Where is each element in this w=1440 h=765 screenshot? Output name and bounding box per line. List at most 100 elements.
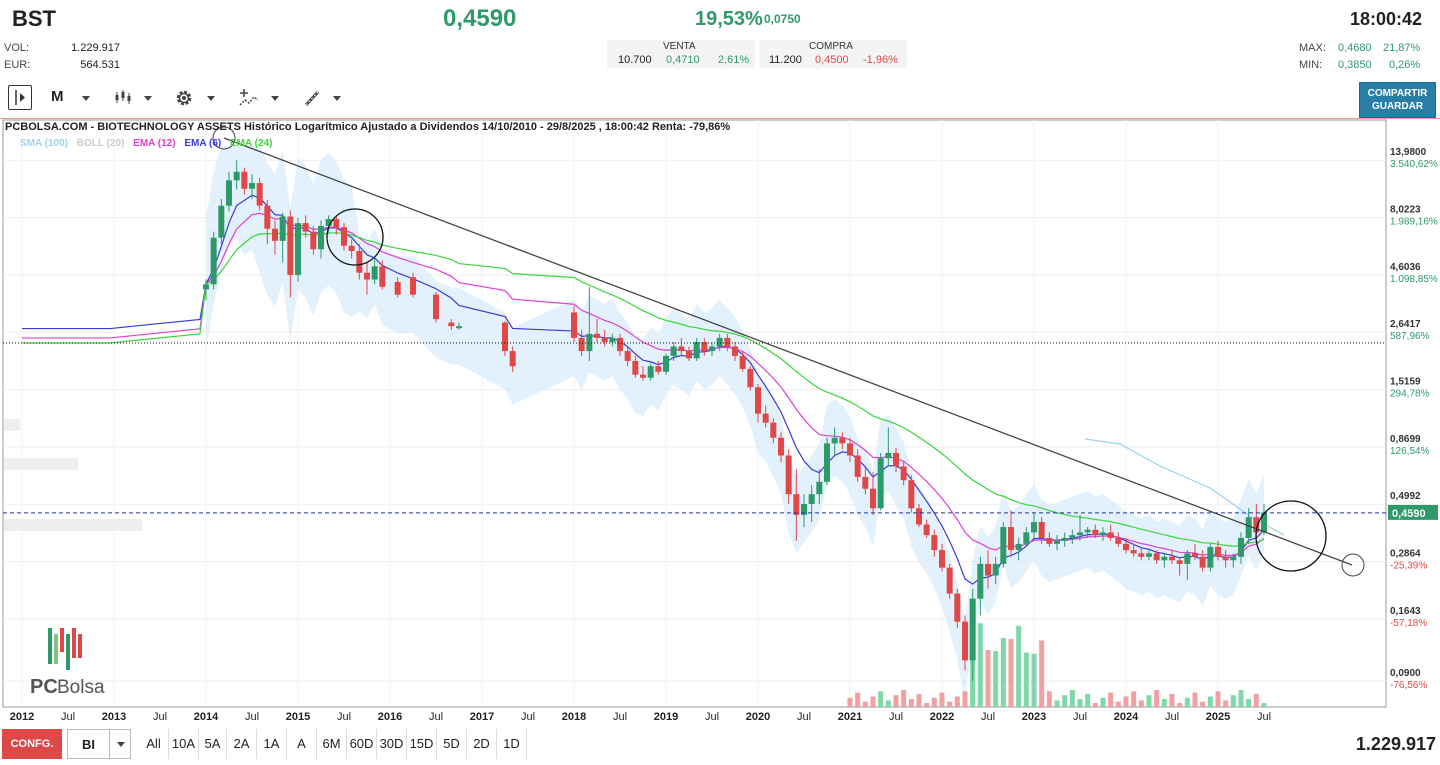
- candle-body[interactable]: [318, 225, 324, 250]
- candle-body[interactable]: [1008, 527, 1014, 551]
- candle-body[interactable]: [302, 223, 309, 232]
- candle-body[interactable]: [1207, 546, 1214, 568]
- candle-body[interactable]: [586, 333, 593, 352]
- candle-body[interactable]: [1031, 522, 1037, 533]
- candle-body[interactable]: [686, 351, 692, 359]
- period-button-2d[interactable]: 2D: [467, 729, 497, 759]
- candle-body[interactable]: [1153, 553, 1160, 561]
- gear-icon[interactable]: [173, 87, 195, 109]
- trendline-start-handle[interactable]: [212, 126, 236, 150]
- candle-body[interactable]: [394, 281, 401, 295]
- period-button-1d[interactable]: 1D: [497, 729, 527, 759]
- trendline-end-handle[interactable]: [1341, 553, 1365, 577]
- period-button-1a[interactable]: 1A: [257, 729, 287, 759]
- candle-body[interactable]: [1146, 553, 1152, 557]
- candle-body[interactable]: [1130, 550, 1137, 554]
- candle-body[interactable]: [862, 476, 869, 489]
- candle-body[interactable]: [226, 180, 232, 206]
- candle-body[interactable]: [1215, 546, 1221, 557]
- candle-body[interactable]: [241, 171, 248, 189]
- candle-body[interactable]: [640, 374, 646, 378]
- period-button-5a[interactable]: 5A: [199, 729, 227, 759]
- candle-body[interactable]: [617, 337, 623, 352]
- candle-body[interactable]: [410, 277, 416, 295]
- candle-body[interactable]: [1199, 556, 1206, 568]
- candle-body[interactable]: [931, 535, 938, 551]
- candle-body[interactable]: [1038, 522, 1045, 538]
- candle-body[interactable]: [1222, 556, 1229, 561]
- period-button-all[interactable]: All: [139, 729, 169, 759]
- candle-body[interactable]: [1253, 517, 1260, 533]
- candle-body[interactable]: [732, 346, 738, 356]
- indicators-icon[interactable]: [238, 88, 260, 108]
- legend-ema6[interactable]: EMA (6): [184, 138, 222, 149]
- candle-body[interactable]: [310, 231, 317, 250]
- candle-body[interactable]: [939, 550, 945, 568]
- highlight-circle-2025[interactable]: [1255, 500, 1327, 572]
- candle-body[interactable]: [325, 219, 332, 226]
- candle-body[interactable]: [770, 422, 777, 438]
- candle-body[interactable]: [1123, 543, 1129, 551]
- drawing-chevron-down-icon[interactable]: [333, 96, 341, 101]
- legend-sma[interactable]: SMA (100): [20, 138, 68, 149]
- candle-body[interactable]: [1192, 553, 1198, 557]
- candle-body[interactable]: [778, 437, 784, 456]
- candle-body[interactable]: [816, 481, 823, 495]
- candle-body[interactable]: [739, 355, 746, 369]
- candle-body[interactable]: [502, 322, 508, 352]
- candle-body[interactable]: [969, 598, 976, 661]
- period-button-6m[interactable]: 6M: [317, 729, 347, 759]
- scale-select[interactable]: BI: [67, 729, 131, 759]
- period-button-60d[interactable]: 60D: [347, 729, 377, 759]
- candle-body[interactable]: [1115, 537, 1122, 544]
- candle-body[interactable]: [724, 337, 731, 347]
- candle-body[interactable]: [456, 326, 462, 329]
- candle-body[interactable]: [747, 368, 754, 388]
- candle-body[interactable]: [893, 452, 899, 467]
- candle-body[interactable]: [249, 183, 255, 189]
- candle-body[interactable]: [632, 360, 639, 375]
- candle-body[interactable]: [1169, 556, 1175, 561]
- pencil-icon[interactable]: [303, 88, 323, 108]
- period-button-10a[interactable]: 10A: [169, 729, 199, 759]
- candle-body[interactable]: [762, 413, 769, 423]
- candle-body[interactable]: [1000, 527, 1007, 564]
- candle-body[interactable]: [709, 346, 715, 352]
- candle-body[interactable]: [847, 443, 853, 456]
- candle-body[interactable]: [678, 346, 685, 352]
- candle-body[interactable]: [1184, 553, 1191, 564]
- trendline[interactable]: [223, 137, 1353, 566]
- candle-body[interactable]: [923, 524, 930, 536]
- candle-body[interactable]: [831, 437, 838, 444]
- candle-body[interactable]: [977, 563, 984, 599]
- chart-type-candles-icon[interactable]: [114, 88, 132, 106]
- candle-body[interactable]: [946, 567, 953, 594]
- candle-body[interactable]: [785, 455, 792, 495]
- candle-body[interactable]: [854, 455, 861, 477]
- candle-body[interactable]: [663, 355, 669, 372]
- candle-body[interactable]: [601, 337, 608, 343]
- candle-body[interactable]: [1092, 529, 1099, 536]
- candle-body[interactable]: [371, 266, 378, 280]
- candle-body[interactable]: [341, 227, 347, 246]
- candle-body[interactable]: [716, 337, 723, 347]
- legend-ema24[interactable]: EMA (24): [230, 138, 273, 149]
- candle-body[interactable]: [755, 387, 761, 414]
- candle-body[interactable]: [287, 216, 294, 275]
- settings-chevron-down-icon[interactable]: [207, 96, 215, 101]
- candle-body[interactable]: [218, 205, 225, 238]
- period-button-15d[interactable]: 15D: [407, 729, 437, 759]
- candle-body[interactable]: [693, 342, 700, 359]
- candle-body[interactable]: [962, 621, 968, 661]
- candle-body[interactable]: [801, 504, 807, 515]
- candle-body[interactable]: [1261, 512, 1267, 533]
- candle-body[interactable]: [1046, 537, 1053, 544]
- candle-body[interactable]: [824, 443, 830, 482]
- candle-body[interactable]: [233, 171, 240, 181]
- candle-body[interactable]: [1230, 556, 1237, 561]
- candle-body[interactable]: [594, 333, 600, 338]
- candle-body[interactable]: [916, 508, 922, 525]
- candle-body[interactable]: [433, 294, 439, 320]
- candle-body[interactable]: [379, 266, 386, 287]
- candle-body[interactable]: [670, 346, 677, 356]
